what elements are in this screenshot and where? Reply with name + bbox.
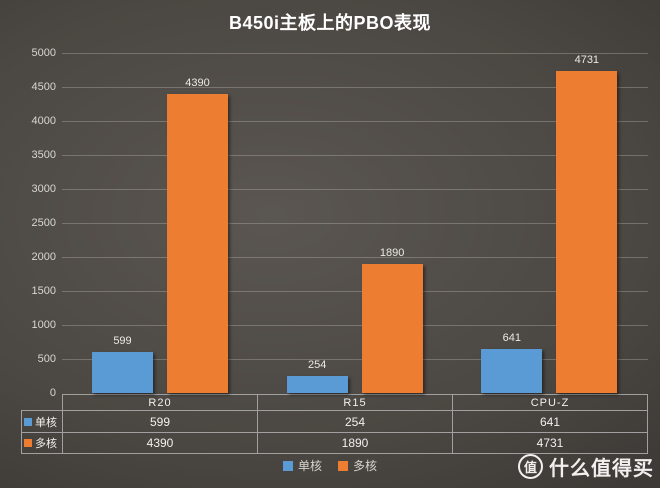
- gridline: [62, 325, 648, 326]
- data-table: R20 R15 CPU-Z 单核 599 254 641 多核 4390 1890 4731: [21, 394, 648, 454]
- y-axis-tick-label: 4500: [31, 81, 56, 93]
- watermark: 值 什么值得买: [518, 452, 654, 481]
- table-row-label: 多核: [21, 432, 62, 453]
- legend-key-icon: [24, 417, 32, 426]
- table-header-cell: CPU-Z: [452, 394, 647, 410]
- y-axis-tick-label: 4000: [31, 115, 56, 127]
- bar-multi-cpu-z: [556, 71, 618, 393]
- smzdm-logo-char: 值: [523, 460, 537, 475]
- y-axis-tick-label: 500: [37, 353, 56, 365]
- y-axis-tick-label: 1000: [31, 319, 56, 331]
- bar-value-label: 4390: [185, 77, 210, 90]
- bar-value-label: 1890: [379, 247, 405, 260]
- table-value-cell: 254: [257, 410, 452, 432]
- gridline: [62, 87, 648, 88]
- y-axis-tick-label: 2000: [31, 251, 56, 263]
- legend-item-multi: 多核: [338, 457, 377, 474]
- bar-value-label: 599: [113, 335, 132, 348]
- table-value-cell: 4731: [452, 432, 647, 453]
- legend-label: 单核: [297, 459, 322, 473]
- table-value-cell: 4390: [62, 432, 257, 453]
- y-axis-tick-label: 3500: [31, 149, 56, 161]
- gridline: [62, 155, 648, 156]
- y-axis-tick-label: 5000: [31, 47, 56, 59]
- bar-multi-r20: [167, 94, 228, 393]
- bar-value-label: 254: [307, 358, 327, 371]
- bar-single-cpu-z: [481, 349, 543, 393]
- legend-key-icon: [24, 439, 32, 447]
- bar-single-r20: [92, 352, 153, 393]
- chart-title: B450i主板上的PBO表现: [228, 13, 432, 33]
- bar-multi-r15: [361, 264, 423, 393]
- table-row-label-text: 单核: [35, 416, 57, 429]
- table-value-cell: 1890: [257, 432, 452, 453]
- bar-value-label: 641: [502, 332, 521, 345]
- gridline: [62, 121, 648, 122]
- table-header-cell: R20: [62, 394, 257, 410]
- bar-single-r15: [286, 375, 348, 393]
- legend-swatch-icon: [282, 460, 293, 471]
- y-axis-tick-label: 0: [49, 387, 56, 399]
- gridline: [62, 257, 648, 258]
- watermark-text: 什么值得买: [549, 458, 654, 480]
- table-row-label: 单核: [21, 410, 62, 432]
- table-value-cell: 641: [452, 410, 647, 432]
- y-axis-tick-label: 2500: [31, 217, 56, 229]
- table-header-cell: R15: [257, 394, 452, 410]
- y-axis-tick-label: 3000: [31, 183, 56, 195]
- table-row-label-text: 多核: [35, 438, 57, 450]
- table-value-cell: 599: [62, 410, 257, 432]
- legend-item-single: 单核: [282, 457, 322, 474]
- gridline: [62, 291, 648, 292]
- bar-value-label: 4731: [574, 54, 600, 67]
- gridline: [62, 223, 648, 224]
- legend-label: 多核: [353, 459, 378, 473]
- chart-legend: 单核 多核: [0, 457, 660, 474]
- smzdm-logo-icon: 值: [518, 454, 543, 479]
- gridline: [62, 53, 648, 54]
- gridline: [62, 189, 648, 190]
- legend-swatch-icon: [338, 460, 348, 471]
- y-axis-tick-label: 1500: [31, 285, 56, 297]
- gridline: [62, 359, 648, 360]
